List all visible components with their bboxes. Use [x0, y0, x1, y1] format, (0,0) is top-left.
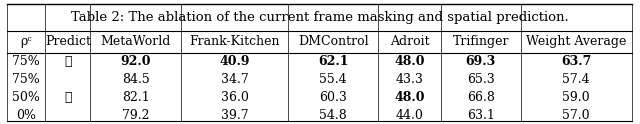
Text: 92.0: 92.0 — [120, 55, 151, 68]
Text: 57.4: 57.4 — [563, 73, 590, 86]
Text: Weight Average: Weight Average — [526, 35, 627, 48]
Text: 63.7: 63.7 — [561, 55, 591, 68]
Text: 50%: 50% — [12, 91, 40, 104]
Text: 57.0: 57.0 — [563, 109, 590, 122]
Text: 44.0: 44.0 — [396, 109, 424, 122]
Text: 82.1: 82.1 — [122, 91, 150, 104]
Text: 62.1: 62.1 — [318, 55, 349, 68]
Text: Frank-Kitchen: Frank-Kitchen — [189, 35, 280, 48]
Text: ρᶜ: ρᶜ — [20, 35, 32, 48]
Text: 48.0: 48.0 — [394, 91, 425, 104]
Text: Predict: Predict — [45, 35, 91, 48]
Text: Table 2: The ablation of the current frame masking and spatial prediction.: Table 2: The ablation of the current fra… — [70, 11, 568, 24]
Text: 79.2: 79.2 — [122, 109, 149, 122]
Text: 65.3: 65.3 — [467, 73, 495, 86]
Text: 63.1: 63.1 — [467, 109, 495, 122]
Text: 39.7: 39.7 — [221, 109, 248, 122]
Text: Trifinger: Trifinger — [452, 35, 509, 48]
Text: 34.7: 34.7 — [221, 73, 248, 86]
Text: ✓: ✓ — [64, 55, 72, 68]
Text: DMControl: DMControl — [298, 35, 369, 48]
Text: 40.9: 40.9 — [219, 55, 250, 68]
Text: 66.8: 66.8 — [467, 91, 495, 104]
Text: 75%: 75% — [12, 73, 40, 86]
Text: Adroit: Adroit — [390, 35, 429, 48]
Text: 75%: 75% — [12, 55, 40, 68]
Text: ✓: ✓ — [64, 91, 72, 104]
Text: 84.5: 84.5 — [122, 73, 150, 86]
Text: 48.0: 48.0 — [394, 55, 425, 68]
Text: 69.3: 69.3 — [465, 55, 496, 68]
Text: 0%: 0% — [17, 109, 36, 122]
Text: 43.3: 43.3 — [396, 73, 424, 86]
Text: 54.8: 54.8 — [319, 109, 347, 122]
Text: 55.4: 55.4 — [319, 73, 347, 86]
Text: 36.0: 36.0 — [221, 91, 248, 104]
Text: 60.3: 60.3 — [319, 91, 348, 104]
Text: 59.0: 59.0 — [563, 91, 590, 104]
Text: MetaWorld: MetaWorld — [100, 35, 171, 48]
